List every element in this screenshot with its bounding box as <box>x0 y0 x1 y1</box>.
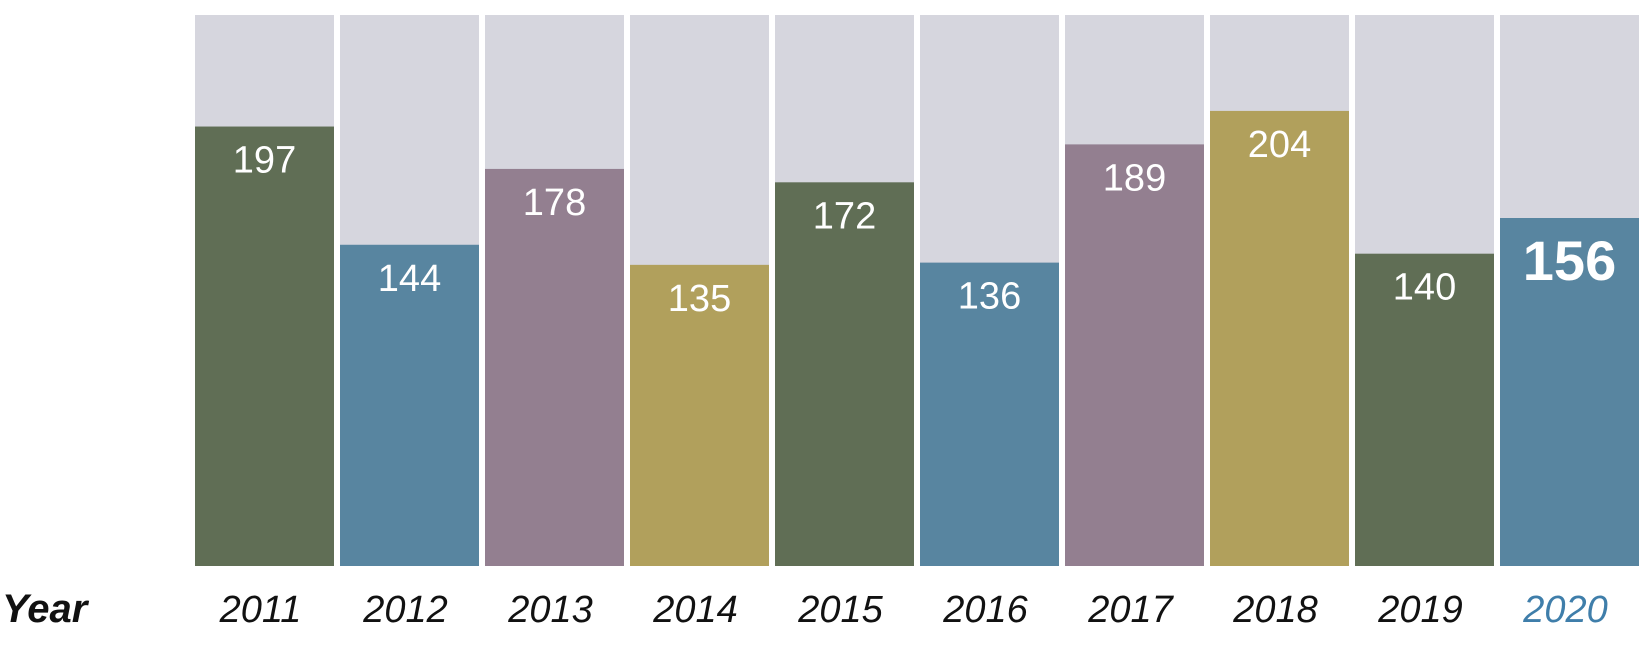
x-tick-label-2018: 2018 <box>1232 589 1318 631</box>
bar-2019 <box>1355 253 1494 566</box>
bar-value-label-2011: 197 <box>233 140 296 182</box>
x-tick-label-2012: 2012 <box>362 589 448 631</box>
bar-value-labels: 197 144 178 135 172 136 189 204 140 156 <box>233 124 1616 320</box>
bar-value-label-2017: 189 <box>1103 157 1166 199</box>
bar-2015 <box>775 182 914 567</box>
bar-value-label-2018: 204 <box>1248 124 1311 166</box>
x-tick-label-2011: 2011 <box>219 589 302 631</box>
x-tick-label-2017: 2017 <box>1087 589 1174 631</box>
bar-value-label-2020: 156 <box>1523 229 1616 292</box>
x-axis-title: Year <box>2 587 90 631</box>
x-tick-label-2019: 2019 <box>1377 589 1463 631</box>
bar-value-label-2012: 144 <box>378 258 441 300</box>
bar-value-label-2014: 135 <box>668 278 731 320</box>
bar-value-label-2015: 172 <box>813 195 876 237</box>
bar-value-label-2019: 140 <box>1393 267 1456 309</box>
data-bars <box>195 110 1639 567</box>
x-tick-label-2016: 2016 <box>942 589 1028 631</box>
x-tick-label-2015: 2015 <box>797 589 883 631</box>
bar-2017 <box>1065 144 1204 566</box>
bar-2012 <box>340 244 479 566</box>
bar-2016 <box>920 262 1059 566</box>
bar-value-label-2016: 136 <box>958 276 1021 318</box>
bar-value-label-2013: 178 <box>523 182 586 224</box>
x-axis-tick-labels: 2011 2012 2013 2014 2015 2016 2017 2018 2019 2020 <box>219 589 1608 631</box>
bar-2014 <box>630 264 769 566</box>
x-tick-label-2020: 2020 <box>1522 589 1608 631</box>
x-tick-label-2014: 2014 <box>652 589 738 631</box>
bar-2018 <box>1210 110 1349 566</box>
bar-2020 <box>1500 218 1639 566</box>
bar-2011 <box>195 126 334 567</box>
x-tick-label-2013: 2013 <box>507 589 593 631</box>
bar-2013 <box>485 168 624 566</box>
